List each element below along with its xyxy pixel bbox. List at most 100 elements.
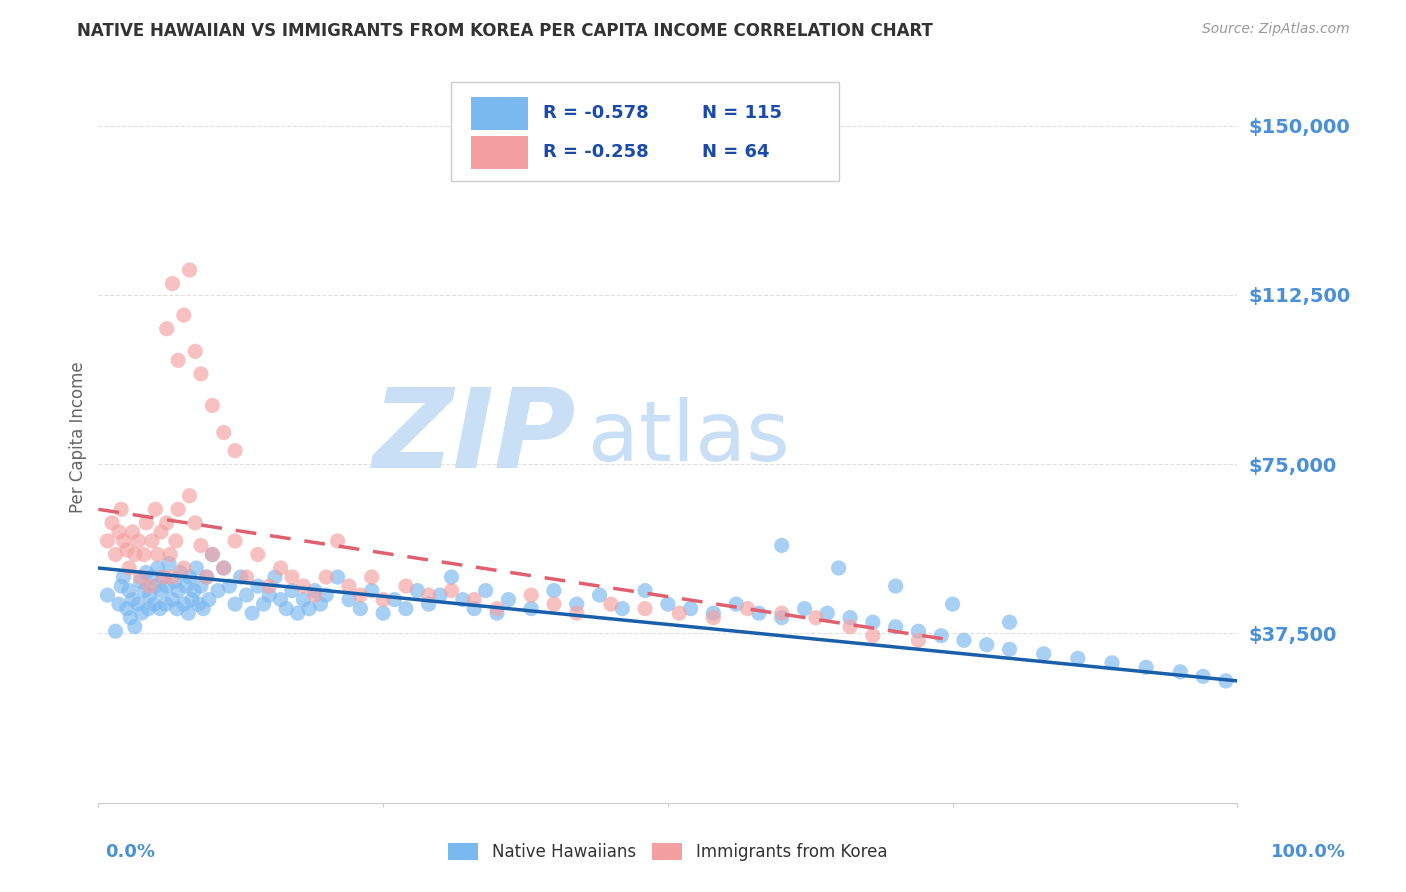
Point <box>138 588 160 602</box>
Point <box>349 588 371 602</box>
Point <box>162 277 184 291</box>
Point <box>186 561 208 575</box>
Point <box>138 601 160 615</box>
Point <box>167 353 190 368</box>
Text: ZIP: ZIP <box>373 384 576 491</box>
Point <box>180 592 202 607</box>
Point <box>360 570 382 584</box>
Point <box>862 629 884 643</box>
Point <box>668 606 690 620</box>
Point <box>612 601 634 615</box>
Point <box>104 624 127 639</box>
Point <box>942 597 965 611</box>
Point <box>406 583 429 598</box>
Point <box>360 583 382 598</box>
Point <box>110 579 132 593</box>
Point <box>218 579 240 593</box>
Point <box>907 633 929 648</box>
Point <box>498 592 520 607</box>
Point <box>156 322 179 336</box>
Bar <box>471 97 527 130</box>
Text: N = 115: N = 115 <box>702 104 782 122</box>
Point <box>132 583 155 598</box>
Text: 0.0%: 0.0% <box>105 843 156 861</box>
Text: Source: ZipAtlas.com: Source: ZipAtlas.com <box>1202 22 1350 37</box>
Point <box>304 588 326 602</box>
Point <box>565 606 588 620</box>
Point <box>839 610 862 624</box>
Point <box>440 583 463 598</box>
Point <box>259 579 281 593</box>
Point <box>167 502 190 516</box>
Point <box>115 601 138 615</box>
Point <box>748 606 770 620</box>
Point <box>150 583 173 598</box>
Point <box>124 548 146 562</box>
Point <box>907 624 929 639</box>
Point <box>337 579 360 593</box>
Point <box>240 606 263 620</box>
Point <box>440 570 463 584</box>
Point <box>120 610 142 624</box>
Point <box>118 561 141 575</box>
Point <box>112 533 135 548</box>
Point <box>565 597 588 611</box>
Point <box>600 597 623 611</box>
Point <box>184 516 207 530</box>
Point <box>252 597 274 611</box>
Point <box>179 570 201 584</box>
Point <box>195 570 218 584</box>
Point <box>108 597 131 611</box>
Point <box>101 516 124 530</box>
Point <box>804 610 827 624</box>
Point <box>127 597 149 611</box>
Point <box>862 615 884 630</box>
Point <box>276 601 298 615</box>
Point <box>246 579 269 593</box>
Point <box>224 597 246 611</box>
Point <box>702 610 724 624</box>
Point <box>815 606 838 620</box>
Point <box>141 570 163 584</box>
Point <box>270 592 292 607</box>
Point <box>131 606 153 620</box>
Point <box>998 642 1021 657</box>
Point <box>953 633 976 648</box>
Point <box>179 263 201 277</box>
Point <box>259 588 281 602</box>
Point <box>486 606 509 620</box>
Point <box>474 583 496 598</box>
Point <box>156 579 179 593</box>
Point <box>287 606 309 620</box>
Point <box>543 597 565 611</box>
Point <box>156 516 179 530</box>
Point <box>212 561 235 575</box>
Point <box>162 570 184 584</box>
Point <box>224 533 246 548</box>
Point <box>157 557 180 571</box>
Point <box>162 592 184 607</box>
Point <box>1032 647 1054 661</box>
Point <box>1067 651 1090 665</box>
Point <box>201 399 224 413</box>
Point <box>770 610 793 624</box>
Point <box>520 601 543 615</box>
Point <box>193 601 215 615</box>
Point <box>828 561 851 575</box>
Point <box>155 597 177 611</box>
Point <box>145 579 167 593</box>
Point <box>96 533 118 548</box>
Point <box>634 601 657 615</box>
Point <box>212 561 235 575</box>
Point <box>371 592 394 607</box>
Point <box>177 606 200 620</box>
Point <box>129 574 152 589</box>
Text: R = -0.258: R = -0.258 <box>543 143 648 161</box>
Point <box>235 588 257 602</box>
Point <box>292 592 315 607</box>
Point <box>315 588 337 602</box>
Point <box>884 579 907 593</box>
Point <box>702 606 724 620</box>
Point <box>190 367 212 381</box>
Legend: Native Hawaiians, Immigrants from Korea: Native Hawaiians, Immigrants from Korea <box>441 836 894 868</box>
